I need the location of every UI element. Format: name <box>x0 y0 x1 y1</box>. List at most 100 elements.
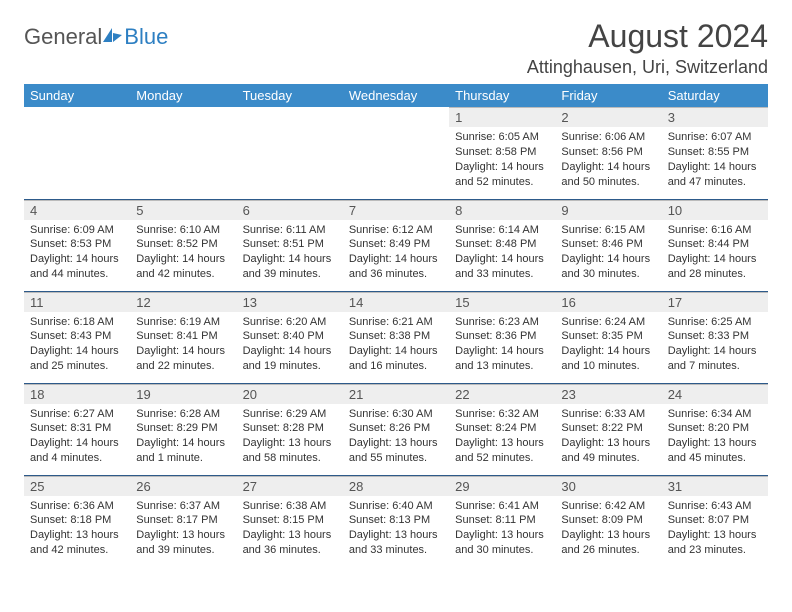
day-number: 6 <box>237 200 343 220</box>
day-info: Sunrise: 6:43 AMSunset: 8:07 PMDaylight:… <box>662 496 768 562</box>
calendar-day-cell: 10Sunrise: 6:16 AMSunset: 8:44 PMDayligh… <box>662 199 768 291</box>
day-info: Sunrise: 6:15 AMSunset: 8:46 PMDaylight:… <box>555 220 661 286</box>
calendar-day-cell: 15Sunrise: 6:23 AMSunset: 8:36 PMDayligh… <box>449 291 555 383</box>
calendar-day-cell: 11Sunrise: 6:18 AMSunset: 8:43 PMDayligh… <box>24 291 130 383</box>
day-info: Sunrise: 6:05 AMSunset: 8:58 PMDaylight:… <box>449 127 555 193</box>
day-number: 27 <box>237 476 343 496</box>
day-number: 31 <box>662 476 768 496</box>
day-number: 22 <box>449 384 555 404</box>
calendar-table: SundayMondayTuesdayWednesdayThursdayFrid… <box>24 84 768 567</box>
day-number: 2 <box>555 107 661 127</box>
weekday-header: Saturday <box>662 84 768 107</box>
calendar-day-cell: 1Sunrise: 6:05 AMSunset: 8:58 PMDaylight… <box>449 107 555 199</box>
weekday-header: Monday <box>130 84 236 107</box>
day-number: 12 <box>130 292 236 312</box>
day-number: 7 <box>343 200 449 220</box>
day-info: Sunrise: 6:25 AMSunset: 8:33 PMDaylight:… <box>662 312 768 378</box>
calendar-day-cell: 24Sunrise: 6:34 AMSunset: 8:20 PMDayligh… <box>662 383 768 475</box>
header: General Blue August 2024 Attinghausen, U… <box>24 18 768 78</box>
logo: General Blue <box>24 24 168 50</box>
calendar-day-cell: 27Sunrise: 6:38 AMSunset: 8:15 PMDayligh… <box>237 475 343 567</box>
calendar-day-cell: 14Sunrise: 6:21 AMSunset: 8:38 PMDayligh… <box>343 291 449 383</box>
calendar-day-cell: 28Sunrise: 6:40 AMSunset: 8:13 PMDayligh… <box>343 475 449 567</box>
weekday-header: Thursday <box>449 84 555 107</box>
day-info: Sunrise: 6:18 AMSunset: 8:43 PMDaylight:… <box>24 312 130 378</box>
calendar-week-row: 11Sunrise: 6:18 AMSunset: 8:43 PMDayligh… <box>24 291 768 383</box>
day-info: Sunrise: 6:09 AMSunset: 8:53 PMDaylight:… <box>24 220 130 286</box>
weekday-header: Sunday <box>24 84 130 107</box>
day-number: 24 <box>662 384 768 404</box>
calendar-header-row: SundayMondayTuesdayWednesdayThursdayFrid… <box>24 84 768 107</box>
day-number: 30 <box>555 476 661 496</box>
calendar-day-cell: 13Sunrise: 6:20 AMSunset: 8:40 PMDayligh… <box>237 291 343 383</box>
calendar-day-cell: 4Sunrise: 6:09 AMSunset: 8:53 PMDaylight… <box>24 199 130 291</box>
day-info: Sunrise: 6:36 AMSunset: 8:18 PMDaylight:… <box>24 496 130 562</box>
day-info: Sunrise: 6:34 AMSunset: 8:20 PMDaylight:… <box>662 404 768 470</box>
weekday-header: Wednesday <box>343 84 449 107</box>
day-number: 18 <box>24 384 130 404</box>
calendar-day-cell: 7Sunrise: 6:12 AMSunset: 8:49 PMDaylight… <box>343 199 449 291</box>
calendar-day-cell: 18Sunrise: 6:27 AMSunset: 8:31 PMDayligh… <box>24 383 130 475</box>
calendar-day-cell: 19Sunrise: 6:28 AMSunset: 8:29 PMDayligh… <box>130 383 236 475</box>
day-number: 15 <box>449 292 555 312</box>
calendar-day-cell <box>343 107 449 199</box>
calendar-day-cell <box>24 107 130 199</box>
day-info: Sunrise: 6:19 AMSunset: 8:41 PMDaylight:… <box>130 312 236 378</box>
day-number: 11 <box>24 292 130 312</box>
day-info: Sunrise: 6:38 AMSunset: 8:15 PMDaylight:… <box>237 496 343 562</box>
day-number-empty <box>237 107 343 127</box>
calendar-week-row: 1Sunrise: 6:05 AMSunset: 8:58 PMDaylight… <box>24 107 768 199</box>
day-number: 3 <box>662 107 768 127</box>
logo-sail-icon <box>102 24 124 50</box>
calendar-day-cell: 31Sunrise: 6:43 AMSunset: 8:07 PMDayligh… <box>662 475 768 567</box>
day-info: Sunrise: 6:28 AMSunset: 8:29 PMDaylight:… <box>130 404 236 470</box>
day-number: 4 <box>24 200 130 220</box>
calendar-day-cell: 2Sunrise: 6:06 AMSunset: 8:56 PMDaylight… <box>555 107 661 199</box>
day-info: Sunrise: 6:30 AMSunset: 8:26 PMDaylight:… <box>343 404 449 470</box>
day-number: 21 <box>343 384 449 404</box>
day-info: Sunrise: 6:32 AMSunset: 8:24 PMDaylight:… <box>449 404 555 470</box>
day-info: Sunrise: 6:37 AMSunset: 8:17 PMDaylight:… <box>130 496 236 562</box>
calendar-day-cell: 9Sunrise: 6:15 AMSunset: 8:46 PMDaylight… <box>555 199 661 291</box>
calendar-week-row: 4Sunrise: 6:09 AMSunset: 8:53 PMDaylight… <box>24 199 768 291</box>
day-number: 1 <box>449 107 555 127</box>
day-number-empty <box>130 107 236 127</box>
calendar-day-cell: 30Sunrise: 6:42 AMSunset: 8:09 PMDayligh… <box>555 475 661 567</box>
title-block: August 2024 Attinghausen, Uri, Switzerla… <box>527 18 768 78</box>
day-number: 26 <box>130 476 236 496</box>
day-number-empty <box>343 107 449 127</box>
day-info: Sunrise: 6:14 AMSunset: 8:48 PMDaylight:… <box>449 220 555 286</box>
day-info: Sunrise: 6:06 AMSunset: 8:56 PMDaylight:… <box>555 127 661 193</box>
day-info: Sunrise: 6:10 AMSunset: 8:52 PMDaylight:… <box>130 220 236 286</box>
logo-word-blue: Blue <box>124 24 168 50</box>
day-number: 9 <box>555 200 661 220</box>
day-info: Sunrise: 6:12 AMSunset: 8:49 PMDaylight:… <box>343 220 449 286</box>
month-title: August 2024 <box>527 18 768 55</box>
calendar-day-cell: 29Sunrise: 6:41 AMSunset: 8:11 PMDayligh… <box>449 475 555 567</box>
calendar-day-cell: 16Sunrise: 6:24 AMSunset: 8:35 PMDayligh… <box>555 291 661 383</box>
weekday-header: Tuesday <box>237 84 343 107</box>
calendar-week-row: 25Sunrise: 6:36 AMSunset: 8:18 PMDayligh… <box>24 475 768 567</box>
calendar-day-cell: 20Sunrise: 6:29 AMSunset: 8:28 PMDayligh… <box>237 383 343 475</box>
day-number: 16 <box>555 292 661 312</box>
calendar-day-cell: 8Sunrise: 6:14 AMSunset: 8:48 PMDaylight… <box>449 199 555 291</box>
calendar-day-cell: 23Sunrise: 6:33 AMSunset: 8:22 PMDayligh… <box>555 383 661 475</box>
day-number: 10 <box>662 200 768 220</box>
calendar-day-cell: 17Sunrise: 6:25 AMSunset: 8:33 PMDayligh… <box>662 291 768 383</box>
location: Attinghausen, Uri, Switzerland <box>527 57 768 78</box>
day-info: Sunrise: 6:11 AMSunset: 8:51 PMDaylight:… <box>237 220 343 286</box>
day-info: Sunrise: 6:23 AMSunset: 8:36 PMDaylight:… <box>449 312 555 378</box>
day-info: Sunrise: 6:29 AMSunset: 8:28 PMDaylight:… <box>237 404 343 470</box>
calendar-day-cell: 6Sunrise: 6:11 AMSunset: 8:51 PMDaylight… <box>237 199 343 291</box>
day-info: Sunrise: 6:27 AMSunset: 8:31 PMDaylight:… <box>24 404 130 470</box>
day-number: 8 <box>449 200 555 220</box>
day-number: 5 <box>130 200 236 220</box>
calendar-day-cell: 21Sunrise: 6:30 AMSunset: 8:26 PMDayligh… <box>343 383 449 475</box>
day-info: Sunrise: 6:07 AMSunset: 8:55 PMDaylight:… <box>662 127 768 193</box>
day-number: 23 <box>555 384 661 404</box>
day-number: 28 <box>343 476 449 496</box>
day-number: 13 <box>237 292 343 312</box>
logo-word-general: General <box>24 24 102 50</box>
day-info: Sunrise: 6:21 AMSunset: 8:38 PMDaylight:… <box>343 312 449 378</box>
day-info: Sunrise: 6:33 AMSunset: 8:22 PMDaylight:… <box>555 404 661 470</box>
